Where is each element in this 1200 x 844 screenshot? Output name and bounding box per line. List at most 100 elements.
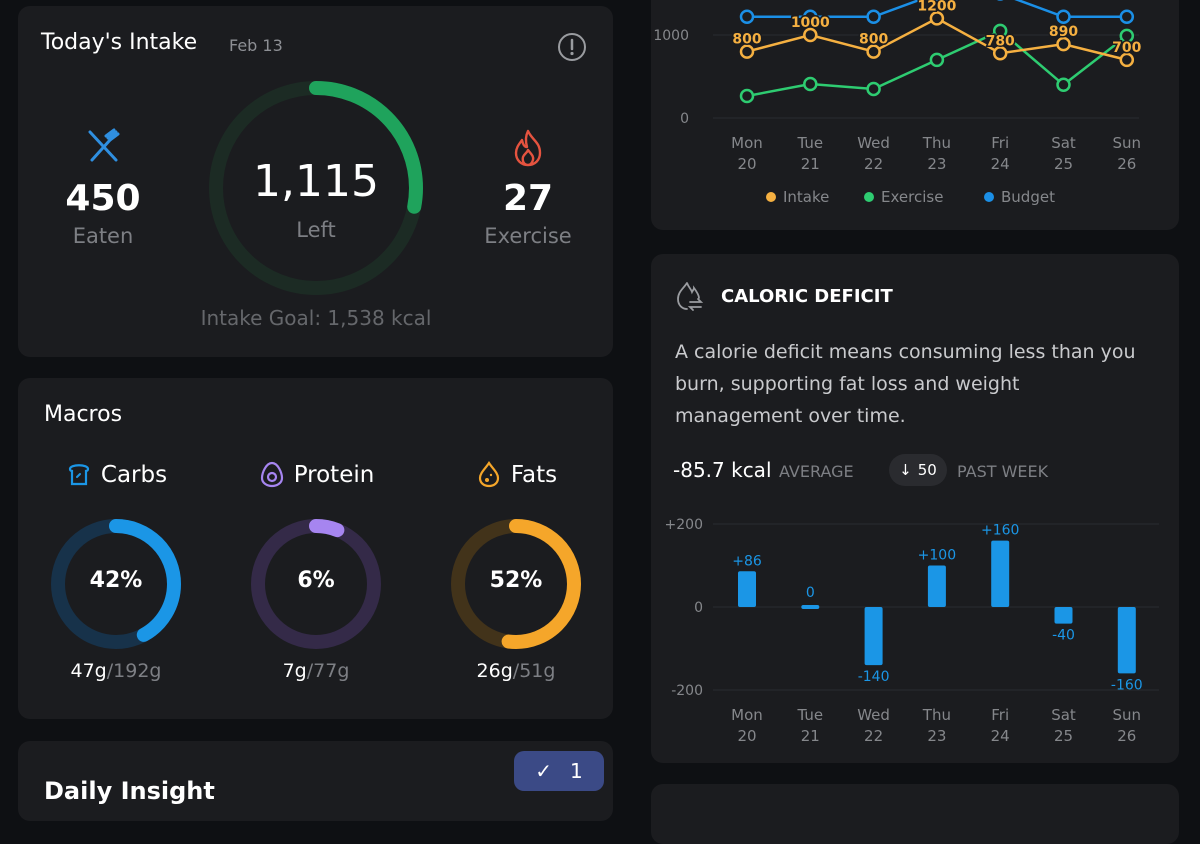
- intake-point: [1119, 52, 1135, 68]
- intake-data-label: 800: [732, 32, 761, 48]
- bar[interactable]: [991, 540, 1010, 607]
- left-value: 1,115: [253, 156, 379, 207]
- y-tick-label: 0: [680, 111, 689, 127]
- x-tick-label: Sat: [1051, 134, 1076, 152]
- legend-marker: [864, 192, 874, 202]
- x-tick-label: 21: [801, 155, 820, 173]
- intake-title: Today's Intake: [41, 30, 198, 55]
- bar[interactable]: [864, 607, 883, 666]
- macro-percent: 52%: [489, 568, 543, 593]
- left-label: Left: [296, 218, 336, 242]
- bar-value-label: +160: [981, 523, 1019, 539]
- x-tick-label: 20: [737, 155, 756, 173]
- budget-point: [803, 9, 818, 24]
- x-tick-label: Sun: [1113, 134, 1142, 152]
- x-tick-label: 20: [737, 727, 756, 745]
- intake-ring-progress: [209, 81, 423, 295]
- exercise-point: [803, 76, 818, 92]
- legend-intake[interactable]: Intake: [783, 188, 829, 206]
- macro-name: Fats: [510, 462, 558, 488]
- macro-ring: [451, 519, 581, 649]
- x-tick-label: 22: [864, 727, 883, 745]
- eaten-label: Eaten: [72, 224, 134, 248]
- deficit-description: A calorie deficit means consuming less t…: [675, 341, 1136, 427]
- x-tick-label: Sun: [1113, 706, 1142, 724]
- egg-icon: [260, 461, 283, 488]
- budget-point: [866, 9, 881, 24]
- deficit-bar-chart: +200 0 -200 +86 0 -140 +100 +160 -40 -160 Mon 20 Tue…: [665, 517, 1159, 745]
- exercise-label: Exercise: [484, 224, 572, 248]
- bar[interactable]: [927, 565, 946, 608]
- completed-count: 1: [570, 759, 583, 783]
- macros-title: Macros: [44, 402, 123, 427]
- macro-name: Carbs: [100, 462, 168, 488]
- bar-value-label: +86: [732, 553, 762, 569]
- legend-marker: [984, 192, 994, 202]
- bar-value-label: -40: [1052, 628, 1075, 644]
- macros-card: Macros Carbs 42% 47g/192g Protein 6%: [18, 378, 613, 719]
- flame-transfer-icon: [677, 282, 704, 311]
- info-icon[interactable]: [556, 31, 588, 63]
- macro-ring: [51, 519, 181, 649]
- x-tick-label: Wed: [857, 706, 890, 724]
- intake-date: Feb 13: [229, 36, 283, 55]
- exercise-point: [929, 52, 945, 68]
- intake-goal: Intake Goal: 1,538 kcal: [200, 306, 432, 330]
- intake-data-label: 780: [986, 33, 1015, 49]
- intake-point: [1056, 36, 1071, 52]
- bar[interactable]: [801, 605, 820, 609]
- bar-value-label: 0: [806, 585, 815, 601]
- x-tick-label: Sat: [1051, 706, 1076, 724]
- macro-goal: /77g: [306, 660, 350, 682]
- y-tick-label: 1000: [653, 28, 689, 44]
- x-tick-label: 24: [991, 727, 1010, 745]
- deficit-title: CALORIC DEFICIT: [721, 286, 893, 307]
- bar[interactable]: [1054, 607, 1073, 624]
- macro-name: Protein: [293, 462, 375, 488]
- completed-badge[interactable]: ✓ 1: [514, 751, 604, 791]
- legend-marker: [766, 192, 776, 202]
- budget-point: [739, 9, 755, 24]
- weekly-calories-card: 1000 0 Mon 20 Tue 21 Wed 22 Thu 23 Fri 24 Sat 25 Sun 26…: [651, 0, 1179, 230]
- macro-eaten: 26g: [476, 660, 513, 682]
- intake-data-label: 1000: [791, 15, 830, 31]
- exercise-point: [866, 81, 881, 97]
- x-tick-label: 23: [927, 155, 946, 173]
- intake-point: [866, 44, 881, 59]
- flame-icon: [514, 129, 542, 167]
- intake-point: [992, 46, 1008, 61]
- x-tick-label: 26: [1117, 727, 1136, 745]
- fork-knife-icon: [88, 128, 120, 162]
- macro-ring: [251, 519, 381, 649]
- intake-point: [739, 44, 755, 59]
- macro-ring-progress: [451, 519, 581, 649]
- bar-value-label: +100: [918, 548, 956, 564]
- macro-ring-progress: [251, 519, 381, 649]
- macro-eaten: 47g: [70, 660, 107, 682]
- macro-percent: 6%: [297, 568, 335, 593]
- todays-intake-card: Today's Intake Feb 13 450 Eaten 1,115 Le…: [18, 6, 613, 357]
- arrow-down-icon: ↓: [899, 461, 912, 479]
- macro-goal: /192g: [106, 660, 162, 682]
- macro-protein: Protein 6% 7g/77g: [216, 460, 416, 690]
- change-label: PAST WEEK: [957, 462, 1049, 481]
- x-tick-label: 26: [1117, 155, 1136, 173]
- bar[interactable]: [738, 571, 756, 607]
- x-tick-label: 25: [1054, 727, 1073, 745]
- legend-exercise[interactable]: Exercise: [881, 188, 943, 206]
- drop-icon: [478, 461, 499, 488]
- change-badge: ↓ 50: [889, 454, 947, 486]
- intake-data-label: 800: [859, 32, 888, 48]
- macro-percent: 42%: [89, 568, 143, 593]
- legend-budget[interactable]: Budget: [1001, 188, 1055, 206]
- x-tick-label: Tue: [796, 706, 823, 724]
- daily-insight-card: Daily Insight ✓ 1: [18, 741, 613, 821]
- x-tick-label: 24: [991, 155, 1010, 173]
- x-tick-label: Tue: [796, 134, 823, 152]
- x-tick-label: 23: [927, 727, 946, 745]
- x-tick-label: 21: [801, 727, 820, 745]
- bar[interactable]: [1117, 607, 1136, 674]
- intake-data-label: 1200: [917, 0, 956, 14]
- intake-data-label: 890: [1049, 24, 1078, 40]
- intake-data-label: 700: [1112, 40, 1141, 56]
